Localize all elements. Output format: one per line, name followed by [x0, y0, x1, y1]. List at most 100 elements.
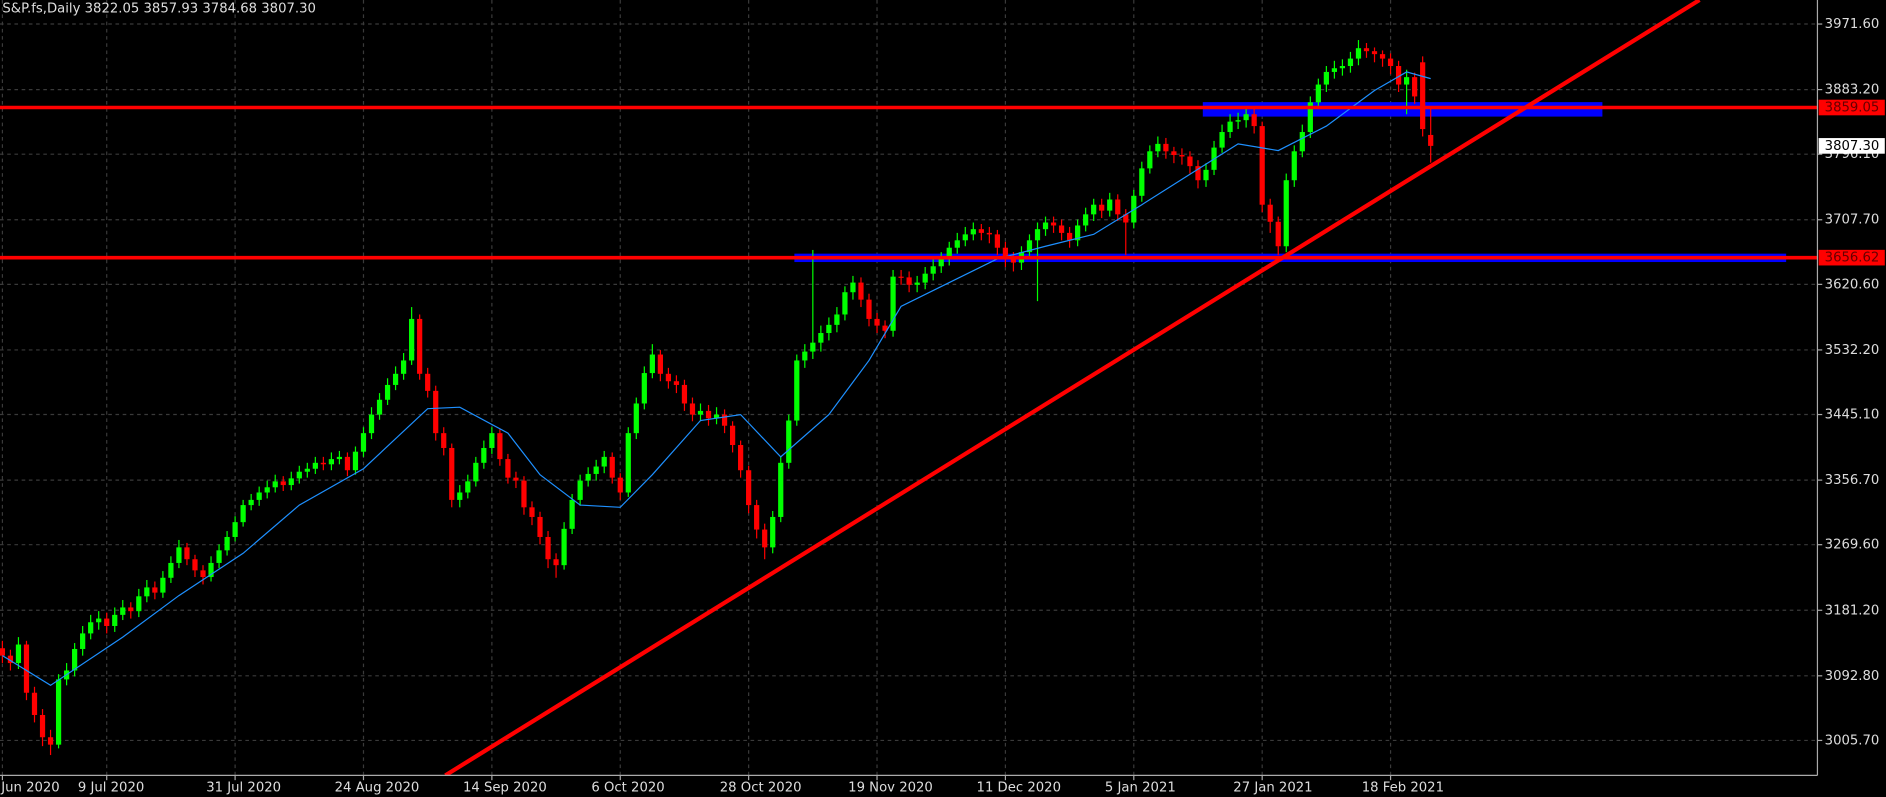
candle-body [721, 414, 728, 426]
candle-body [705, 410, 712, 419]
candle-body [1075, 225, 1081, 241]
candle-body [601, 456, 607, 467]
x-tick-label: 6 Oct 2020 [591, 780, 664, 795]
candle-body [104, 618, 110, 626]
candle-body [1331, 68, 1338, 72]
x-tick-label: 5 Jan 2021 [1105, 780, 1176, 795]
candle-body [288, 478, 294, 486]
y-tick-label: 3005.70 [1825, 733, 1880, 748]
candle-body [39, 714, 46, 738]
candle-body [344, 456, 351, 471]
candle-body [1315, 84, 1321, 103]
candle-body [368, 414, 375, 434]
candle-body [457, 492, 463, 500]
y-tick-label: 3445.10 [1825, 408, 1880, 423]
candle-body [1195, 166, 1201, 181]
candle-body [673, 381, 680, 385]
candle-body [633, 403, 639, 434]
candle-body [954, 240, 960, 248]
candle-body [914, 282, 920, 285]
current-price-tag [1818, 138, 1885, 154]
candle-body [320, 462, 326, 465]
candle-body [384, 384, 391, 400]
candle-body [136, 596, 142, 612]
candle-body [1139, 168, 1145, 196]
candle-body [810, 342, 816, 352]
candle-body [1115, 199, 1121, 215]
candle-body [489, 433, 495, 448]
candle-body [1299, 132, 1305, 152]
trendline [444, 0, 1701, 776]
candle-body [585, 473, 591, 481]
candle-body [1243, 114, 1249, 121]
candle-body [906, 277, 912, 285]
candle-body [1163, 143, 1169, 152]
candle-body [152, 587, 158, 593]
candle-body [168, 562, 174, 578]
candle-body [754, 505, 760, 530]
y-tick-label: 3269.60 [1825, 538, 1880, 553]
y-tick-label: 3092.80 [1825, 669, 1880, 684]
candle-body [818, 333, 824, 343]
x-tick-label: Jun 2020 [0, 780, 60, 795]
candle-body [858, 282, 864, 300]
candle-body [569, 499, 575, 529]
y-tick-label: 3620.60 [1825, 277, 1880, 292]
candle-body [1379, 54, 1386, 59]
candle-body [160, 577, 166, 593]
candle-body [31, 692, 38, 715]
candle-body [922, 273, 928, 283]
candle-body [1323, 71, 1329, 85]
candle-body [1010, 258, 1017, 263]
candle-body [786, 420, 792, 463]
candle-body [890, 276, 896, 331]
candle-body [304, 468, 310, 472]
candle-body [1420, 62, 1426, 130]
candle-body [481, 447, 487, 463]
price-tag [1818, 249, 1885, 266]
candle-body [545, 536, 551, 560]
candle-body [1058, 225, 1065, 233]
price-tag-label: 3656.62 [1825, 251, 1880, 266]
candle-body [1050, 222, 1057, 226]
candle-body [465, 481, 471, 493]
candle-body [1387, 58, 1394, 67]
candle-body [360, 433, 367, 452]
candle-body [1123, 214, 1129, 223]
candle-body [0, 648, 6, 656]
candle-body [88, 622, 94, 634]
candle-body [609, 456, 615, 478]
candle-body [1371, 51, 1378, 55]
candle-body [689, 403, 696, 415]
candle-body [1339, 66, 1346, 69]
candle-body [1099, 204, 1105, 211]
price-tag-label: 3859.05 [1825, 101, 1880, 116]
x-tick-label: 27 Jan 2021 [1233, 780, 1312, 795]
candle-body [1307, 102, 1313, 133]
candle-body [216, 550, 222, 563]
candle-body [1235, 120, 1241, 122]
candle-body [1066, 232, 1073, 241]
candle-body [409, 318, 415, 361]
candle-body [112, 614, 118, 626]
candle-body [47, 737, 54, 745]
candle-body [842, 292, 848, 315]
candle-body [352, 451, 359, 471]
candle-body [1147, 151, 1153, 169]
candle-body [96, 618, 102, 623]
candle-body [1042, 222, 1049, 230]
candle-body [417, 318, 423, 374]
candle-body [1395, 66, 1402, 85]
candle-body [866, 299, 872, 319]
candle-body [1275, 221, 1281, 247]
candle-body [641, 373, 647, 404]
candle-body [617, 477, 623, 493]
candle-body [1179, 155, 1185, 157]
candle-body [449, 447, 455, 500]
candle-body [505, 459, 511, 478]
candle-body [697, 410, 704, 415]
x-tick-label: 24 Aug 2020 [335, 780, 420, 795]
candle-body [1203, 169, 1209, 181]
